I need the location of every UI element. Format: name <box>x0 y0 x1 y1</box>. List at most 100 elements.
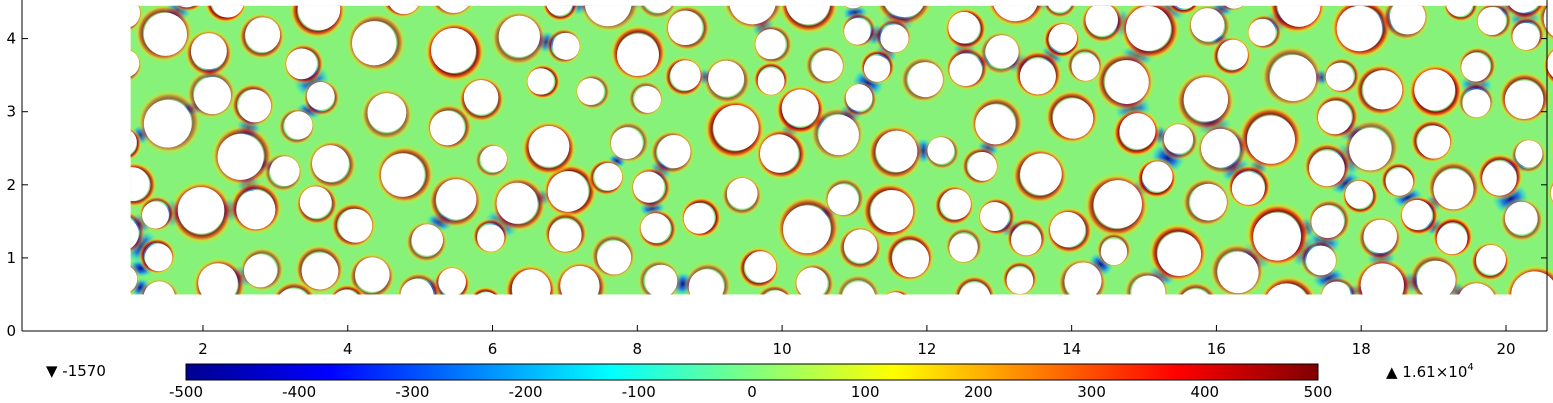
high-value-rim <box>1501 5 1548 22</box>
obstacle-hole <box>811 50 843 82</box>
obstacle-hole <box>279 288 307 295</box>
obstacle-hole <box>1182 289 1208 295</box>
obstacle-hole <box>993 5 1038 22</box>
obstacle-hole <box>311 145 349 182</box>
colorbar-tick-label: -200 <box>509 383 543 401</box>
obstacle-hole <box>1100 238 1128 266</box>
high-value-rim <box>839 5 868 12</box>
obstacle-hole <box>757 67 785 95</box>
obstacle-hole <box>755 29 786 60</box>
obstacle-hole <box>708 60 745 97</box>
obstacle-hole <box>351 21 397 66</box>
obstacle-hole <box>927 137 955 164</box>
obstacle-hole <box>438 267 466 295</box>
obstacle-hole <box>667 10 703 46</box>
high-value-rim <box>755 282 794 295</box>
obstacle-hole <box>796 267 828 295</box>
obstacle-hole <box>1321 281 1351 295</box>
obstacle-hole <box>527 68 554 95</box>
high-value-rim <box>1549 131 1553 162</box>
obstacle-hole <box>644 264 678 295</box>
obstacle-hole <box>1125 5 1171 51</box>
obstacle-hole <box>198 263 238 295</box>
colorbar-tick-label: 100 <box>851 383 880 401</box>
obstacle-hole <box>548 218 582 252</box>
high-value-rim <box>130 126 143 162</box>
obstacle-hole <box>786 5 830 25</box>
obstacle-hole <box>1142 161 1173 192</box>
obstacle-hole <box>657 134 691 169</box>
high-value-rim <box>1041 5 1079 20</box>
obstacle-hole <box>299 186 332 219</box>
obstacle-hole <box>845 84 873 111</box>
obstacle-hole <box>844 18 871 45</box>
obstacle-hole <box>546 5 573 16</box>
obstacle-hole <box>1433 169 1474 210</box>
obstacle-hole <box>1306 245 1336 276</box>
colorbar-tick-label: 200 <box>964 383 993 401</box>
obstacle-hole <box>1190 183 1227 221</box>
obstacle-hole <box>870 189 914 233</box>
obstacle-hole <box>1163 124 1194 154</box>
obstacle-hole <box>783 205 831 254</box>
obstacle-hole <box>1477 6 1506 36</box>
obstacle-hole <box>880 24 909 53</box>
obstacle-hole <box>177 187 225 234</box>
obstacle-hole <box>845 5 862 9</box>
colorbar: -500 -400 -300 -200 -100 0 100 200 300 400 500 <box>169 363 1332 401</box>
obstacle-hole <box>1363 70 1403 110</box>
obstacle-hole <box>726 178 758 209</box>
obstacle-hole <box>1253 212 1301 261</box>
y-tick-label: 2 <box>6 176 16 194</box>
obstacle-hole <box>130 50 140 77</box>
obstacle-hole <box>1416 260 1456 295</box>
obstacle-hole <box>765 290 787 295</box>
obstacle-hole <box>380 153 425 197</box>
obstacle-hole <box>1119 113 1156 150</box>
colorbar-tick-label: 300 <box>1077 383 1106 401</box>
obstacle-hole <box>1360 263 1404 295</box>
obstacle-hole <box>143 281 175 295</box>
obstacle-hole <box>130 130 137 154</box>
obstacle-hole <box>552 32 580 60</box>
obstacle-hole <box>759 134 799 173</box>
obstacle-hole <box>1336 5 1383 52</box>
obstacle-hole <box>940 188 971 220</box>
obstacle-hole <box>1504 80 1544 120</box>
obstacle-hole <box>429 110 465 146</box>
obstacle-hole <box>744 251 777 283</box>
obstacle-hole <box>284 111 313 140</box>
x-tick-label: 20 <box>1496 340 1515 358</box>
obstacle-hole <box>1363 219 1398 253</box>
obstacle-hole <box>477 224 505 252</box>
obstacle-hole <box>1436 223 1468 255</box>
obstacle-hole <box>190 33 227 70</box>
obstacle-hole <box>1345 180 1373 209</box>
high-value-rim <box>951 273 997 295</box>
obstacle-hole <box>863 55 891 82</box>
obstacle-hole <box>1248 18 1276 47</box>
obstacle-hole <box>729 5 776 25</box>
obstacle-hole <box>577 78 604 105</box>
obstacle-hole <box>143 99 192 148</box>
obstacle-hole <box>1225 5 1243 9</box>
obstacle-hole <box>144 243 173 272</box>
obstacle-hole <box>1482 161 1517 196</box>
obstacle-hole <box>355 257 390 292</box>
colorbar-tick-label: 0 <box>747 383 757 401</box>
obstacle-hole <box>1019 58 1056 95</box>
obstacle-hole <box>1277 5 1321 27</box>
obstacle-hole <box>400 278 434 295</box>
obstacle-hole <box>431 27 476 73</box>
obstacle-hole <box>1325 62 1354 91</box>
obstacle-hole <box>1446 5 1473 17</box>
obstacle-hole <box>238 89 272 123</box>
obstacle-hole <box>1417 125 1451 159</box>
x-tick-label: 10 <box>773 340 792 358</box>
obstacle-hole <box>1459 283 1495 295</box>
x-tick-label: 6 <box>488 340 498 358</box>
obstacle-hole <box>1048 5 1071 13</box>
obstacle-hole <box>949 233 978 263</box>
obstacle-hole <box>1401 199 1432 230</box>
